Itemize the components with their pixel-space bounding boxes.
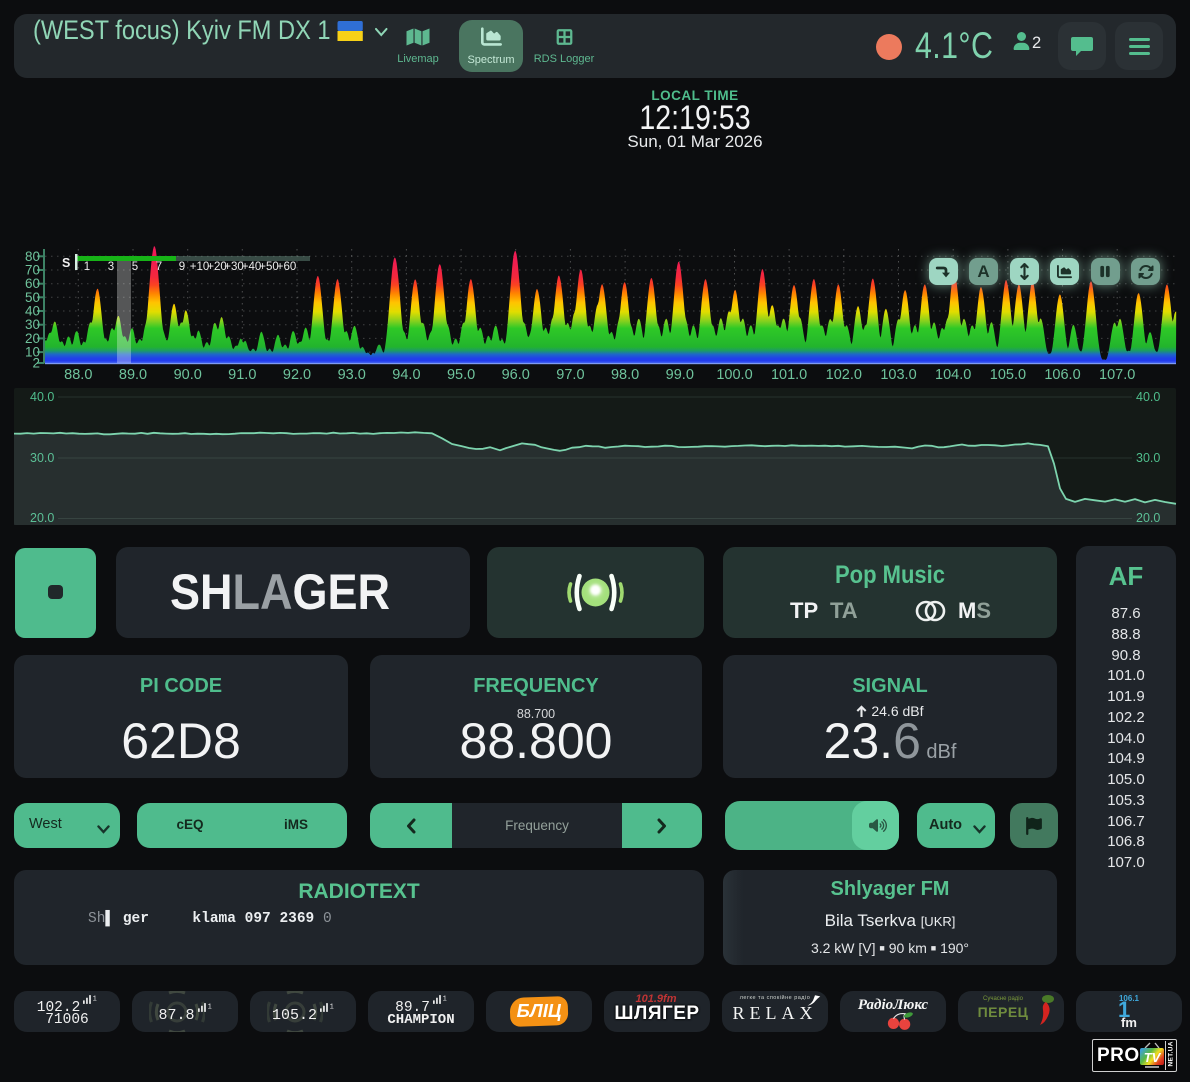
svg-text:107.0: 107.0	[1099, 367, 1135, 383]
svg-text:40.0: 40.0	[30, 390, 54, 404]
svg-text:1: 1	[442, 995, 446, 1003]
svg-text:101.0: 101.0	[771, 367, 807, 383]
svg-text:1: 1	[207, 1003, 211, 1011]
svg-text:+10: +10	[190, 261, 210, 273]
svg-text:50: 50	[25, 290, 40, 305]
svg-text:1: 1	[93, 995, 97, 1003]
svg-text:102.0: 102.0	[826, 367, 862, 383]
svg-text:100.0: 100.0	[716, 367, 752, 383]
svg-text:30.0: 30.0	[1136, 451, 1160, 465]
svg-text:94.0: 94.0	[392, 367, 420, 383]
svg-text:7: 7	[156, 261, 162, 273]
svg-text:30.0: 30.0	[30, 451, 54, 465]
svg-text:+60: +60	[277, 261, 297, 273]
svg-text:1: 1	[84, 261, 90, 273]
svg-text:70: 70	[25, 263, 40, 278]
svg-text:S: S	[62, 256, 70, 270]
svg-text:5: 5	[132, 261, 138, 273]
svg-text:90.0: 90.0	[174, 367, 202, 383]
svg-text:20.0: 20.0	[1136, 511, 1160, 525]
svg-text:40.0: 40.0	[1136, 390, 1160, 404]
svg-text:+30: +30	[224, 261, 244, 273]
svg-text:99.0: 99.0	[666, 367, 694, 383]
svg-text:20.0: 20.0	[30, 511, 54, 525]
svg-text:106.0: 106.0	[1044, 367, 1080, 383]
svg-text:1: 1	[330, 1003, 334, 1011]
svg-text:+40: +40	[242, 261, 262, 273]
svg-text:30: 30	[25, 317, 40, 332]
svg-text:10: 10	[25, 345, 40, 360]
svg-text:+50: +50	[259, 261, 279, 273]
svg-text:20: 20	[25, 331, 40, 346]
svg-text:104.0: 104.0	[935, 367, 971, 383]
svg-text:91.0: 91.0	[228, 367, 256, 383]
svg-text:103.0: 103.0	[880, 367, 916, 383]
svg-text:93.0: 93.0	[338, 367, 366, 383]
svg-text:95.0: 95.0	[447, 367, 475, 383]
svg-text:+20: +20	[207, 261, 227, 273]
svg-text:60: 60	[25, 276, 40, 291]
svg-text:97.0: 97.0	[556, 367, 584, 383]
svg-text:3: 3	[108, 261, 114, 273]
svg-text:89.0: 89.0	[119, 367, 147, 383]
svg-text:2: 2	[32, 356, 40, 371]
svg-text:98.0: 98.0	[611, 367, 639, 383]
svg-text:92.0: 92.0	[283, 367, 311, 383]
svg-text:9: 9	[179, 261, 185, 273]
svg-text:40: 40	[25, 304, 40, 319]
svg-text:96.0: 96.0	[502, 367, 530, 383]
svg-text:80: 80	[25, 249, 40, 264]
svg-text:TV: TV	[1144, 1050, 1162, 1065]
svg-text:105.0: 105.0	[990, 367, 1026, 383]
svg-text:88.0: 88.0	[64, 367, 92, 383]
